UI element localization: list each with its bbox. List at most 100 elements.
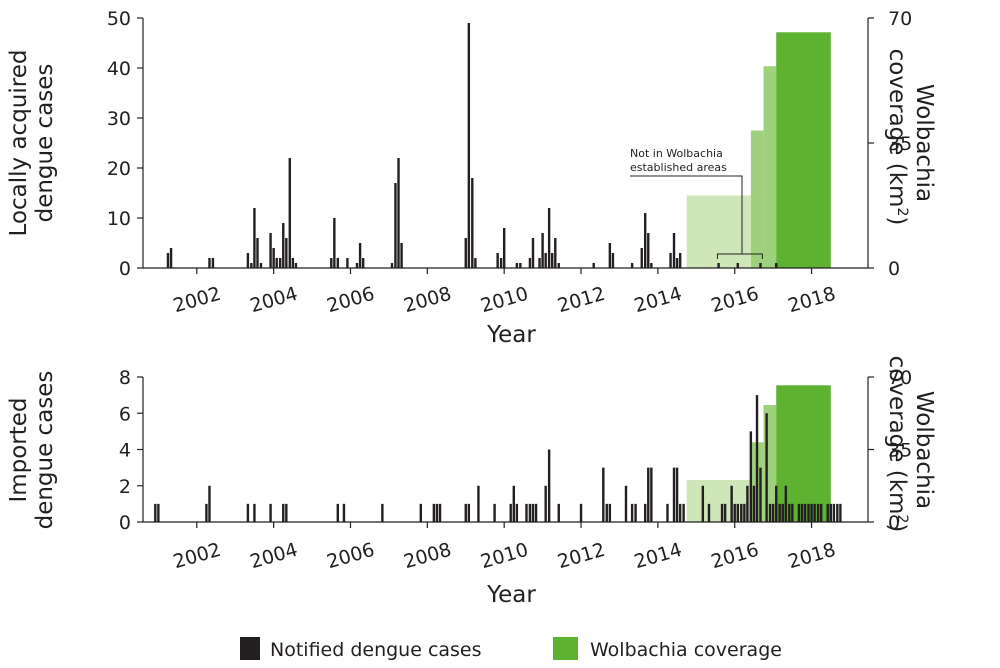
case-bar xyxy=(515,503,519,522)
case-bar xyxy=(740,503,743,522)
case-bar xyxy=(538,258,541,268)
case-bar xyxy=(736,503,740,522)
case-bar xyxy=(464,238,467,268)
case-bar xyxy=(342,503,346,522)
case-bar xyxy=(579,503,583,522)
legend-swatch-coverage xyxy=(553,637,578,660)
case-bar xyxy=(640,248,643,268)
case-bar xyxy=(816,503,820,522)
case-bar xyxy=(675,467,679,522)
case-bar xyxy=(272,248,275,268)
y2-axis-title-line: coverage (km xyxy=(884,356,910,515)
case-bar xyxy=(547,449,551,522)
x-tick-label: 2010 xyxy=(478,283,531,317)
case-bar xyxy=(294,263,298,268)
x-tick-label: 2016 xyxy=(709,283,762,317)
case-bar xyxy=(502,228,506,268)
legend-label-coverage: Wolbachia coverage xyxy=(590,639,782,661)
y-tick-label: 0 xyxy=(119,258,131,280)
y2-axis-title-line: ) xyxy=(884,216,910,225)
case-bar xyxy=(208,485,211,522)
case-bar xyxy=(771,503,775,522)
case-bar xyxy=(211,258,215,268)
case-bar xyxy=(672,467,676,522)
case-bar xyxy=(672,233,676,268)
case-bar xyxy=(839,503,842,522)
x-tick-label: 2004 xyxy=(248,539,301,573)
case-bar xyxy=(358,243,362,268)
case-bar xyxy=(720,503,724,522)
x-axis-title: Year xyxy=(486,582,536,608)
case-bar xyxy=(675,258,679,268)
case-bar xyxy=(630,263,634,268)
y2-axis-title-sup: 2 xyxy=(894,207,910,216)
case-bar xyxy=(669,253,672,268)
y2-tick-label: 35 xyxy=(888,133,912,155)
case-bar xyxy=(541,233,544,268)
coverage-step xyxy=(763,66,777,268)
case-bar xyxy=(624,485,628,522)
y2-tick-label: 0 xyxy=(888,512,900,534)
case-bar xyxy=(736,263,740,268)
case-bar xyxy=(630,503,634,522)
case-bar xyxy=(291,258,295,268)
x-tick-label: 2012 xyxy=(555,539,608,573)
y2-tick-label: 0 xyxy=(888,258,900,280)
case-bar xyxy=(547,208,551,268)
case-bar xyxy=(717,263,720,268)
x-tick-label: 2006 xyxy=(324,283,377,317)
case-bar xyxy=(829,503,832,522)
y-axis-title-line: dengue cases xyxy=(32,371,58,530)
case-bar xyxy=(813,503,816,522)
annotation-bracket xyxy=(716,253,763,259)
case-bar xyxy=(477,485,480,522)
y2-tick-label: 70 xyxy=(888,8,912,30)
y-axis-title-line: dengue cases xyxy=(32,64,58,223)
x-tick-label: 2018 xyxy=(786,283,839,317)
case-bar xyxy=(778,503,781,522)
annotation-text: established areas xyxy=(630,161,727,174)
case-bar xyxy=(746,485,749,522)
case-bar xyxy=(515,263,519,268)
case-bar xyxy=(602,467,605,522)
y-axis-title-line: Locally acquired xyxy=(6,50,32,237)
case-bar xyxy=(678,503,682,522)
case-bar xyxy=(528,258,532,268)
case-bar xyxy=(467,23,471,268)
coverage-step xyxy=(686,195,751,268)
case-bar xyxy=(544,485,547,522)
case-bar xyxy=(666,503,669,522)
case-bar xyxy=(253,503,256,522)
case-bar xyxy=(701,485,705,522)
case-bar xyxy=(743,503,746,522)
case-bar xyxy=(826,503,829,522)
case-bar xyxy=(759,263,762,268)
case-bar xyxy=(755,395,759,522)
case-bar xyxy=(464,503,467,522)
case-bar xyxy=(169,248,173,268)
x-tick-label: 2006 xyxy=(324,539,377,573)
y2-axis-title-line: coverage (km xyxy=(884,49,910,208)
case-bar xyxy=(534,503,538,522)
case-bar xyxy=(394,183,397,268)
y-tick-label: 30 xyxy=(107,108,131,130)
case-bar xyxy=(608,243,612,268)
y-tick-label: 6 xyxy=(119,403,131,425)
y2-axis-title-line: Wolbachia xyxy=(911,84,937,202)
case-bar xyxy=(285,503,288,522)
panel-locally-acquired: 0 10 20 30 40 50 0 35 70 2002 2004 2006 2008 2010 2012… xyxy=(6,8,937,348)
case-bar xyxy=(784,485,788,522)
y2-axis-title-line: Wolbachia xyxy=(911,391,937,509)
case-bar xyxy=(775,485,778,522)
case-bar xyxy=(807,503,810,522)
case-bar xyxy=(269,503,272,522)
case-bar xyxy=(525,503,528,522)
case-bar xyxy=(256,238,259,268)
y-axis-title: Importeddengue cases xyxy=(6,371,58,530)
case-bar xyxy=(819,503,823,522)
case-bar xyxy=(400,243,403,268)
y-tick-label: 4 xyxy=(119,440,131,462)
y-tick-label: 20 xyxy=(107,158,131,180)
